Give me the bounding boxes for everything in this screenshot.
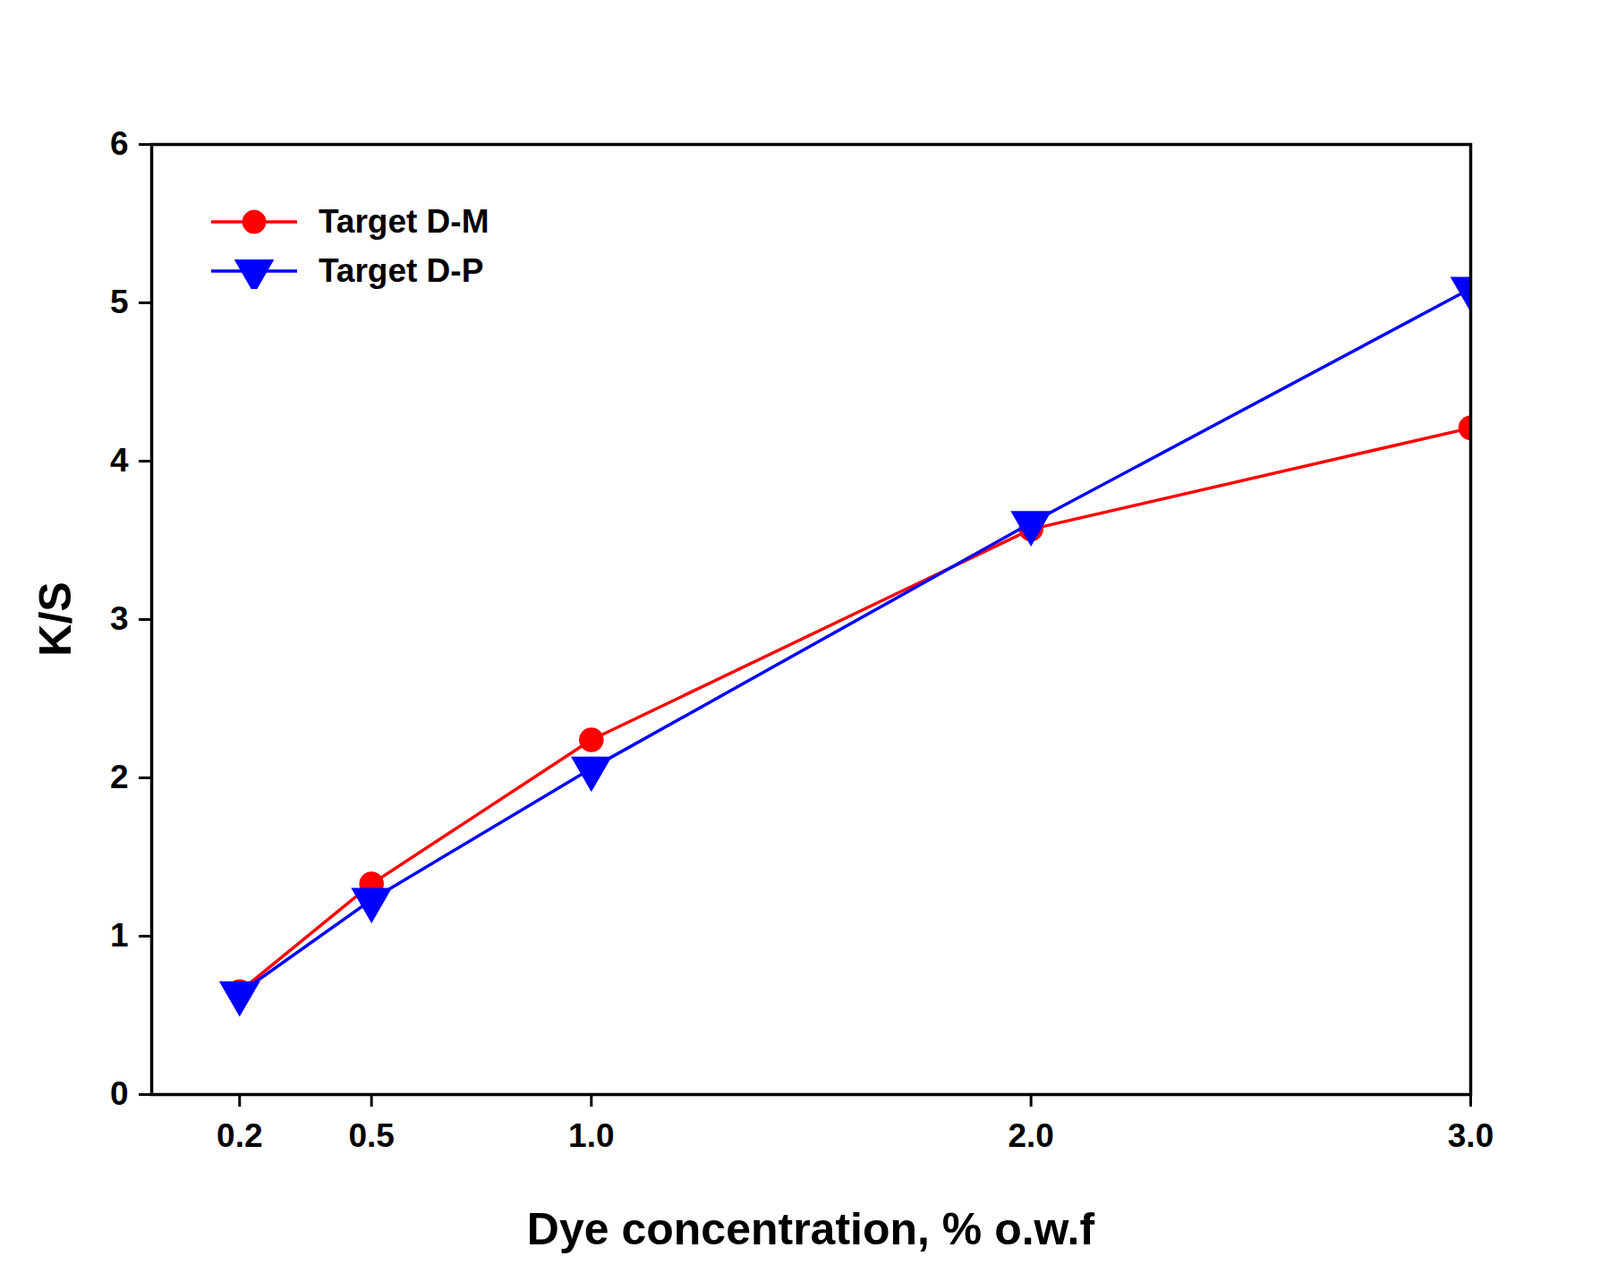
svg-text:2.0: 2.0 (1007, 1117, 1054, 1155)
svg-text:0.5: 0.5 (348, 1117, 394, 1155)
html-text:Target D-M: Target D-M (318, 202, 490, 240)
svg-text:1.0: 1.0 (568, 1117, 614, 1155)
svg-text:3.0: 3.0 (1447, 1117, 1494, 1155)
svg-text:6: 6 (110, 125, 129, 162)
html-text:Target D-P: Target D-P (318, 251, 484, 289)
svg-text:0.2: 0.2 (216, 1117, 263, 1155)
svg-text:2: 2 (110, 758, 129, 796)
svg-text:4: 4 (110, 442, 129, 479)
html-text:Dye concentration, % o.w.f: Dye concentration, % o.w.f (526, 1204, 1095, 1255)
svg-text:0: 0 (110, 1075, 129, 1113)
html-text:K/S: K/S (30, 581, 81, 657)
svg-text:5: 5 (110, 283, 129, 321)
svg-text:1: 1 (110, 917, 129, 954)
svg-text:3: 3 (110, 600, 129, 638)
